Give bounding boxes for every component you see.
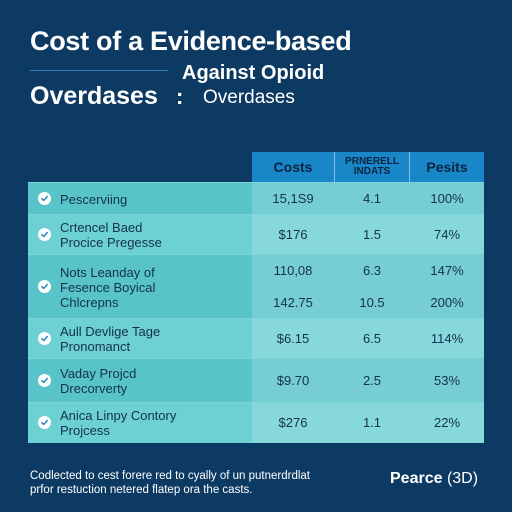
- row-label: Pronomanct: [60, 339, 131, 354]
- row-value: 2.5: [362, 373, 382, 388]
- check-circle-icon: [38, 416, 51, 429]
- column-header-pesits: Pesits: [426, 159, 468, 175]
- row-value: 142.75: [273, 295, 313, 310]
- row-values-band: [252, 359, 484, 403]
- row-value: 147%: [430, 263, 464, 278]
- row-values-band: [252, 255, 484, 319]
- row-value: 1.5: [362, 227, 382, 242]
- row-values-band: [252, 183, 484, 215]
- check-circle-icon: [38, 280, 51, 293]
- row-value: 6.3: [362, 263, 382, 278]
- table-row: Crtencel Baed Procice Pregesse $176 1.5 74%: [28, 214, 484, 255]
- subtitle-colon: :: [176, 84, 184, 109]
- row-label: Procice Pregesse: [60, 235, 162, 250]
- row-label: Vaday Projcd: [60, 366, 137, 381]
- row-label: Projcess: [60, 423, 110, 438]
- column-header-indats: PRNERELL INDATS: [335, 152, 409, 182]
- row-value: 53%: [433, 373, 461, 388]
- check-circle-icon: [38, 228, 51, 241]
- row-values-band: [252, 403, 484, 443]
- row-value: 1.1: [362, 415, 382, 430]
- subtitle-overdoses-light: Overdases: [203, 87, 295, 108]
- row-value: 6.5: [362, 331, 382, 346]
- row-value: 100%: [430, 191, 464, 206]
- subtitle-right: Against Opioid: [182, 62, 325, 84]
- row-label: Fesence Boyical: [60, 279, 156, 295]
- row-value: $276: [278, 415, 308, 430]
- row-label: Drecorverty: [60, 381, 128, 396]
- check-circle-icon: [38, 332, 51, 345]
- footer-note-line2: prfor restuction netered flatep ora the …: [30, 484, 253, 496]
- row-values-band: [252, 215, 484, 255]
- table-row: Aull Devlige Tage Pronomanct $6.15 6.5 114%: [28, 318, 484, 359]
- row-value: 10.5: [359, 295, 385, 310]
- row-label: Crtencel Baed: [60, 220, 143, 235]
- check-circle-icon: [38, 374, 51, 387]
- cost-table: Costs PRNERELL INDATS Pesits Pescerviing…: [28, 152, 484, 443]
- column-header-indats-line2: INDATS: [353, 166, 391, 177]
- footer-note: Codlected to cest forere red to cyally o…: [30, 469, 310, 497]
- row-value: 74%: [433, 227, 461, 242]
- row-label: Nots Leanday of: [60, 264, 155, 280]
- row-value: 22%: [433, 415, 461, 430]
- column-header-costs: Costs: [273, 159, 313, 175]
- check-circle-icon: [38, 192, 51, 205]
- row-label: Aull Devlige Tage: [60, 324, 161, 339]
- row-values-band: [252, 319, 484, 359]
- row-value: 4.1: [362, 191, 382, 206]
- row-value: $176: [278, 227, 308, 242]
- table-row: Anica Linpy Contory Projcess $276 1.1 22%: [28, 402, 484, 443]
- row-value: 110,08: [273, 263, 313, 278]
- row-value: $9.70: [276, 373, 310, 388]
- table-row: Vaday Projcd Drecorverty $9.70 2.5 53%: [28, 358, 484, 403]
- footer-brand: Pearce (3D): [390, 470, 478, 488]
- header-divider: [334, 152, 335, 182]
- row-value: 200%: [430, 295, 464, 310]
- footer-brand-name: Pearce: [390, 470, 443, 487]
- page-title: Cost of a Evidence-based: [30, 26, 352, 56]
- row-label: Pescerviing: [60, 191, 128, 207]
- row-label: Anica Linpy Contory: [60, 408, 177, 423]
- row-value: 114%: [430, 331, 464, 346]
- row-value: 15,1S9: [272, 191, 314, 206]
- footer-brand-suffix: (3D): [442, 470, 479, 487]
- title-underline: [30, 70, 168, 71]
- footer-note-line1: Codlected to cest forere red to cyally o…: [30, 470, 310, 482]
- row-label: Chlcrepns: [60, 294, 119, 310]
- table-row: Nots Leanday of Fesence Boyical Chlcrepns 1…: [28, 254, 484, 319]
- table-row: Pescerviing 15,1S9 4.1 100%: [28, 182, 484, 215]
- table-header-band: [252, 152, 484, 182]
- row-value: $6.15: [276, 331, 310, 346]
- subtitle-overdoses-bold: Overdases: [30, 82, 158, 110]
- column-header-indats-line1: PRNERELL: [345, 156, 399, 167]
- header-divider: [409, 152, 410, 182]
